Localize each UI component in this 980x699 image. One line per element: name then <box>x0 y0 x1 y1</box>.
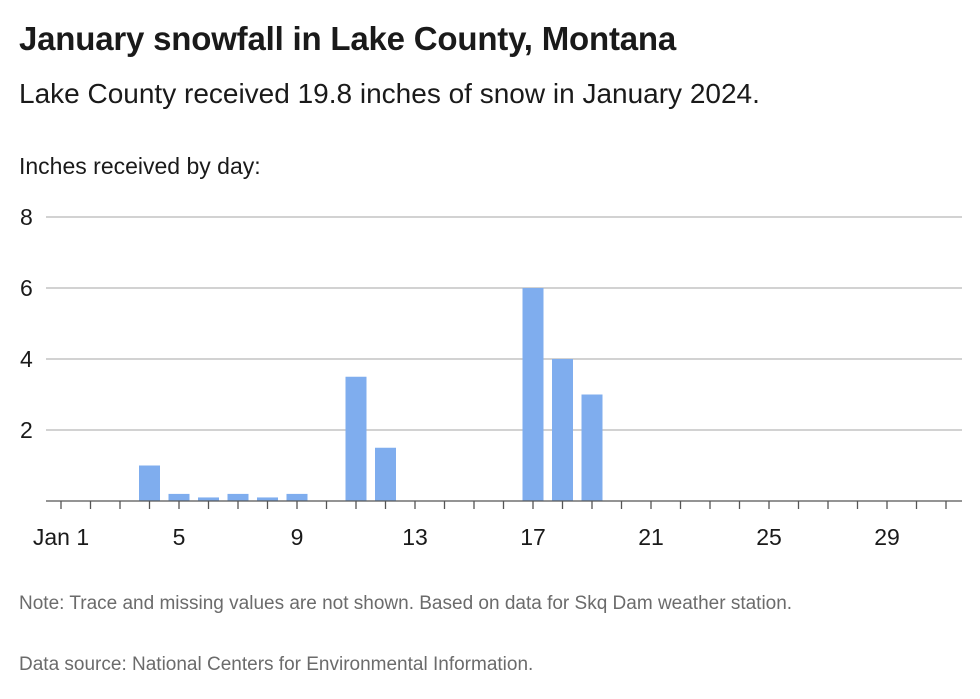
bar <box>552 359 573 501</box>
y-tick-label: 8 <box>20 204 33 230</box>
chart-subtitle: Lake County received 19.8 inches of snow… <box>19 78 760 109</box>
bar <box>139 465 160 501</box>
y-axis-label: Inches received by day: <box>19 153 261 179</box>
y-tick-label: 6 <box>20 275 33 301</box>
bar <box>581 394 603 501</box>
x-tick-label: 25 <box>756 524 782 550</box>
x-tick-label: 9 <box>291 524 304 550</box>
bar <box>227 493 249 501</box>
chart-title: January snowfall in Lake County, Montana <box>19 20 676 57</box>
x-tick-label: 5 <box>173 524 186 550</box>
chart-note: Note: Trace and missing values are not s… <box>19 593 793 614</box>
x-tick-label: Jan 1 <box>33 524 89 550</box>
x-tick-label: 21 <box>638 524 664 550</box>
bar <box>345 376 367 501</box>
y-tick-label: 4 <box>20 346 33 372</box>
bar <box>375 447 396 501</box>
x-tick-label: 29 <box>874 524 900 550</box>
bar <box>168 493 190 501</box>
data-source: Data source: National Centers for Enviro… <box>19 654 534 675</box>
bar <box>198 497 219 501</box>
x-tick-label: 13 <box>402 524 428 550</box>
y-tick-label: 2 <box>20 417 33 443</box>
snowfall-bar-chart: 2 4 6 8 Jan 1 5 9 13 17 21 25 29 <box>20 204 962 550</box>
bar <box>257 497 278 501</box>
bar <box>286 493 308 501</box>
x-tick-label: 17 <box>520 524 546 550</box>
bar <box>522 288 544 501</box>
